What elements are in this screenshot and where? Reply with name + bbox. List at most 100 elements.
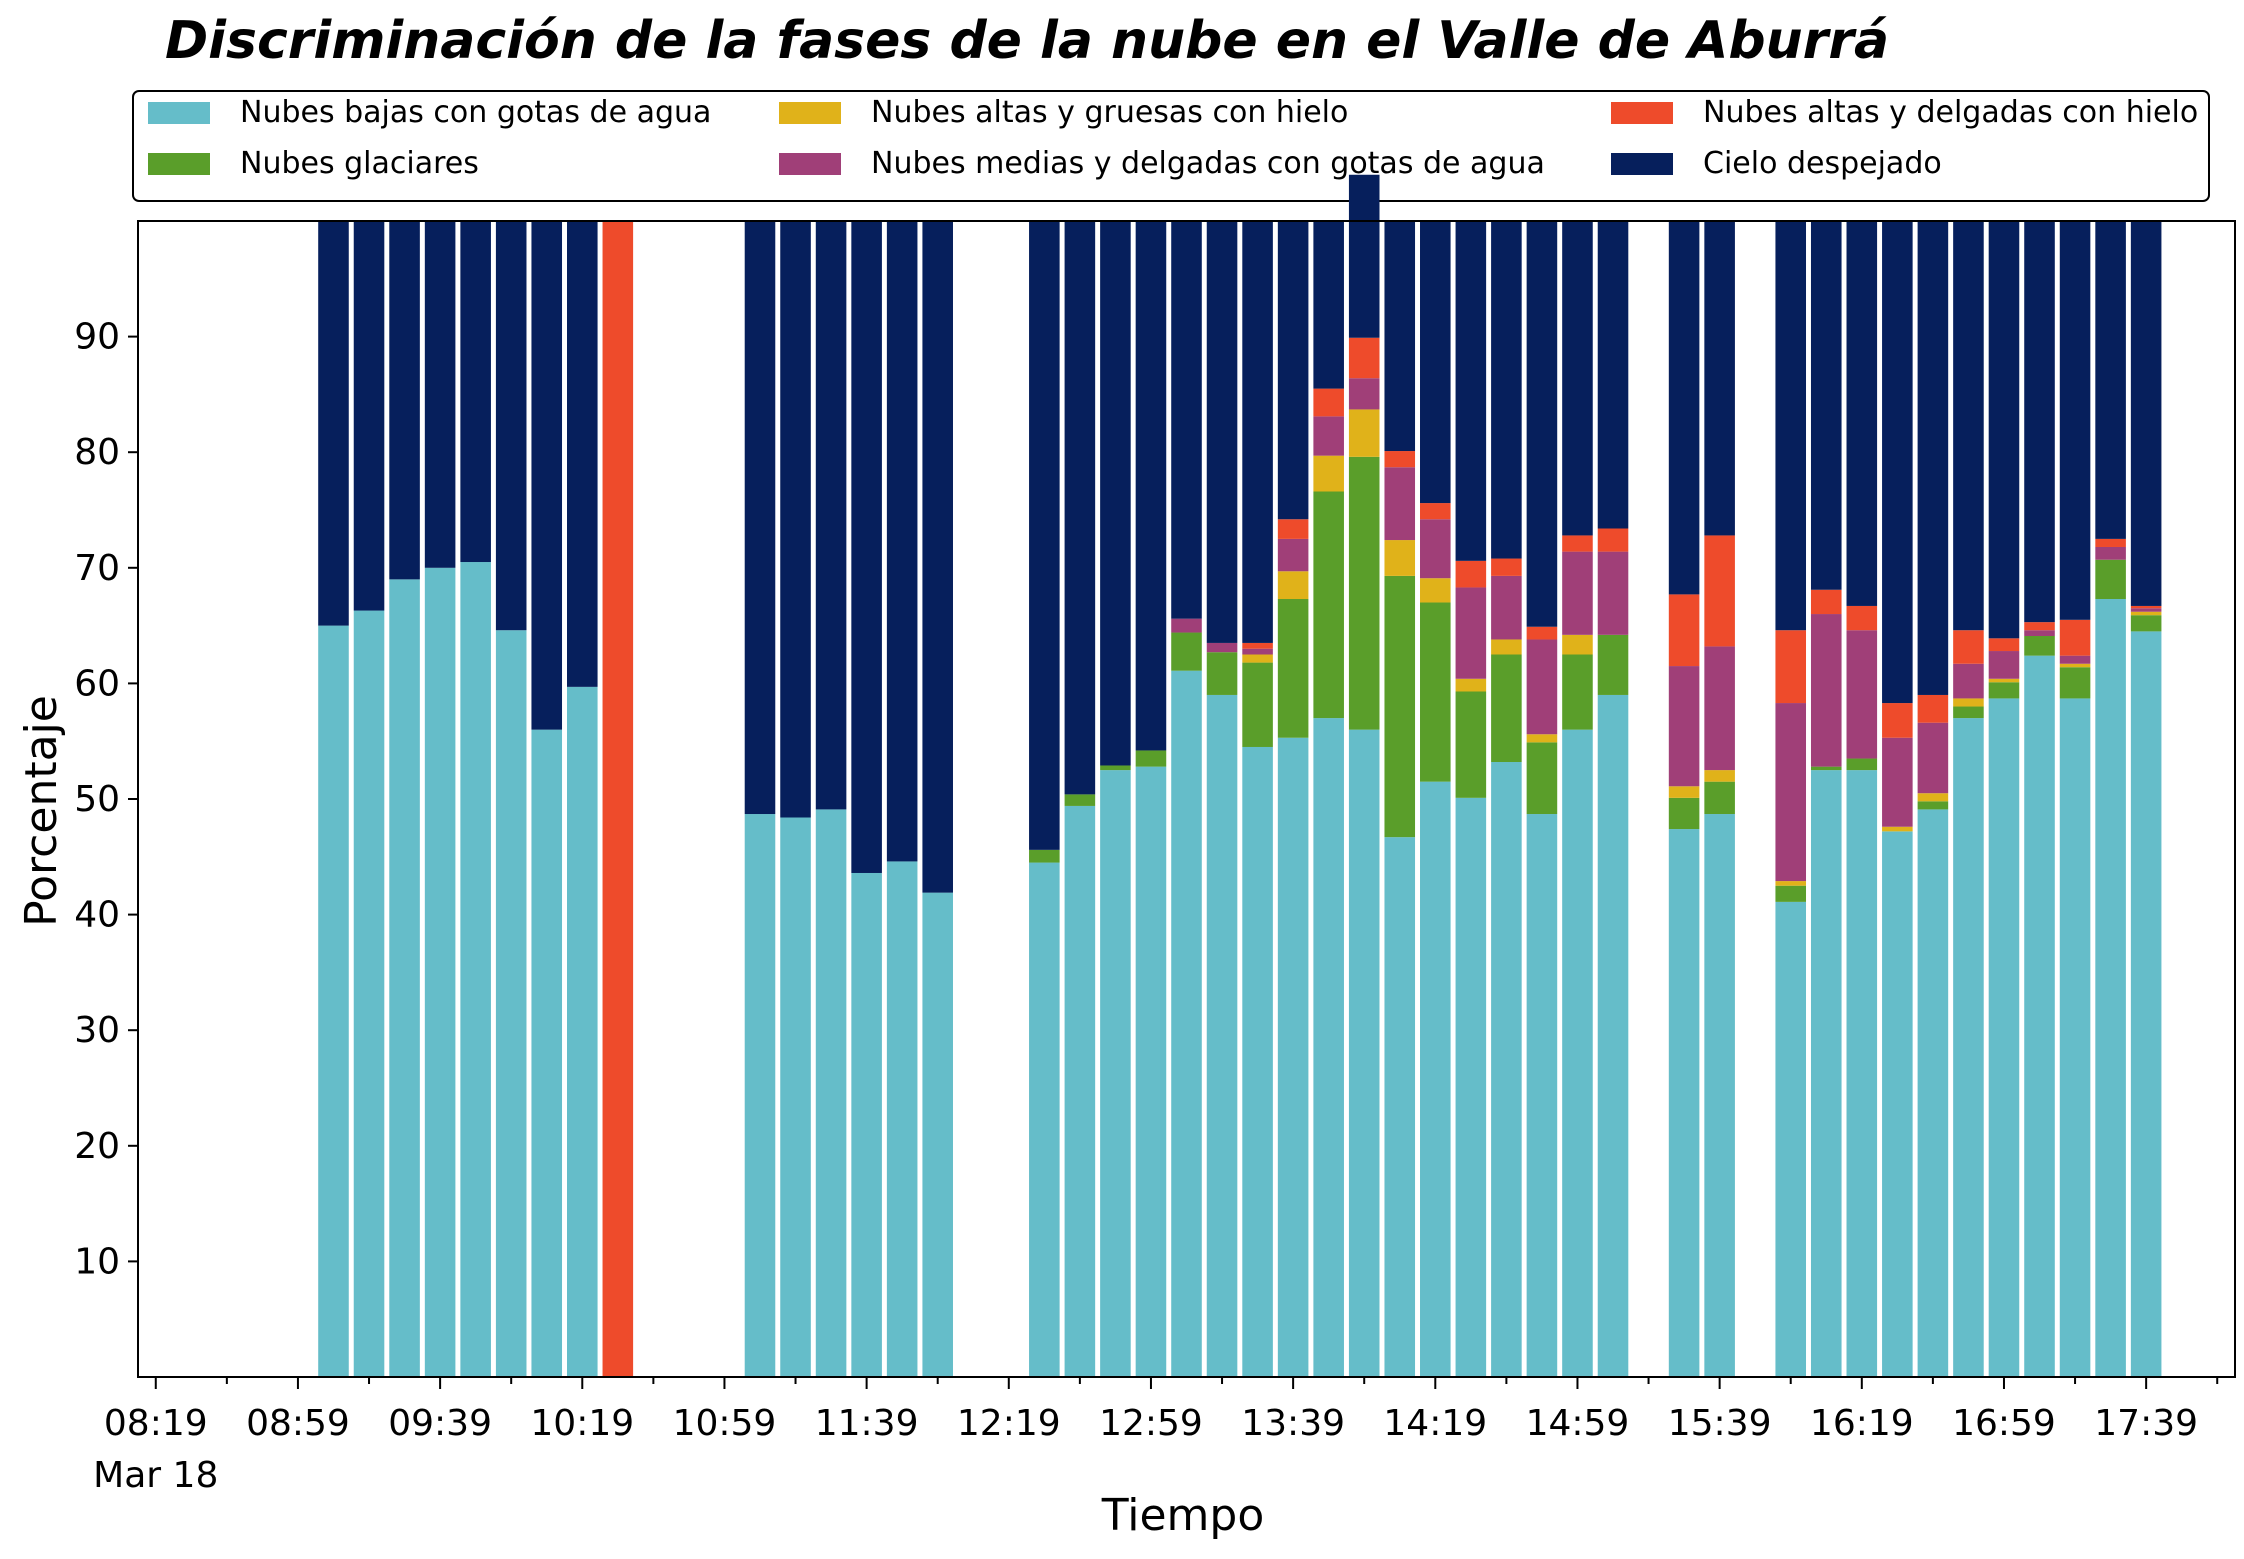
- bar-segment: [1455, 587, 1487, 679]
- bar-segment: [1882, 737, 1913, 827]
- legend-label: Nubes bajas con gotas de agua: [240, 95, 711, 130]
- bar-segment: [1242, 654, 1273, 663]
- bar-segment: [1526, 742, 1558, 815]
- bar-segment: [1171, 221, 1202, 619]
- bar-segment: [1455, 221, 1487, 561]
- bar-segment: [2059, 663, 2091, 668]
- bar-segment: [1491, 654, 1522, 763]
- bar-segment: [2130, 615, 2162, 632]
- legend: Nubes bajas con gotas de agua Nubes glaci…: [132, 90, 2210, 202]
- bar-segment: [2024, 630, 2055, 636]
- bar-segment: [1846, 605, 1878, 631]
- legend-swatch: [779, 153, 841, 175]
- bar-segment: [1704, 781, 1735, 815]
- bar-segment: [1704, 646, 1735, 771]
- x-tick-label: 13:39: [1241, 1403, 1345, 1444]
- bar-segment: [2130, 631, 2162, 1377]
- bar-segment: [1668, 666, 1700, 787]
- bar-segment: [1206, 221, 1238, 643]
- bar-segment: [1953, 221, 1984, 631]
- bar-segment: [744, 221, 776, 815]
- bar-segment: [1882, 703, 1913, 738]
- bar-segment: [1526, 221, 1558, 627]
- bar-segment: [1953, 663, 1984, 699]
- bar-segment: [1668, 221, 1700, 595]
- legend-swatch: [779, 102, 841, 124]
- bar-segment: [1420, 602, 1451, 782]
- bar-segment: [1526, 734, 1558, 743]
- legend-label: Nubes altas y gruesas con hielo: [871, 95, 1348, 130]
- bar-segment: [531, 729, 563, 1377]
- bar-segment: [1384, 540, 1416, 576]
- bar-segment: [1846, 758, 1878, 771]
- x-tick-label: 16:59: [1952, 1403, 2056, 1444]
- bar-segment: [1277, 737, 1309, 1377]
- legend-label: Nubes medias y delgadas con gotas de agu…: [871, 146, 1545, 181]
- bar-segment: [353, 610, 385, 1377]
- bar-segment: [2095, 221, 2126, 539]
- bar-segment: [1882, 221, 1913, 704]
- bar-segment: [2059, 655, 2091, 664]
- bar-segment: [602, 221, 634, 1377]
- bar-segment: [389, 221, 420, 580]
- y-tick-label: 30: [74, 1010, 120, 1051]
- bar-segment: [1846, 630, 1878, 759]
- bar-segment: [1277, 599, 1309, 738]
- bar-segment: [1420, 578, 1451, 603]
- bar-segment: [2024, 636, 2055, 656]
- y-tick-label: 40: [74, 895, 120, 936]
- bar-segment: [389, 579, 420, 1377]
- bar-segment: [1171, 632, 1202, 671]
- bar-segment: [1348, 378, 1380, 410]
- bar-segment: [1313, 718, 1344, 1377]
- legend-label: Cielo despejado: [1703, 146, 1942, 181]
- legend-swatch: [148, 153, 210, 175]
- bar-segment: [1455, 797, 1487, 1377]
- bar-segment: [780, 221, 811, 818]
- bar-segment: [1953, 630, 1984, 664]
- bar-segment: [1775, 221, 1807, 631]
- bar-segment: [1277, 571, 1309, 600]
- y-tick-label: 50: [74, 779, 120, 820]
- bar-segment: [318, 221, 349, 626]
- bar-segment: [531, 221, 563, 730]
- bar-segment: [1029, 862, 1060, 1377]
- bar-segment: [886, 221, 918, 862]
- bar-segment: [1846, 221, 1878, 606]
- bar-segment: [1953, 718, 1984, 1377]
- x-tick-label: 09:39: [388, 1403, 492, 1444]
- bar-segment: [1242, 642, 1273, 649]
- bar-segment: [1988, 698, 2020, 1377]
- bar-segment: [1491, 762, 1522, 1377]
- x-tick-label: 08:59: [246, 1403, 350, 1444]
- bar-segment: [1704, 535, 1735, 647]
- bar-segment: [922, 892, 953, 1377]
- bar-segment: [1313, 416, 1344, 456]
- bar-segment: [1348, 174, 1380, 338]
- legend-label: Nubes glaciares: [240, 146, 479, 181]
- x-tick-label: 12:59: [1099, 1403, 1203, 1444]
- bar-segment: [1917, 694, 1949, 723]
- bar-segment: [1348, 337, 1380, 379]
- bar-segment: [1775, 885, 1807, 902]
- bar-segment: [1988, 682, 2020, 699]
- bar-segment: [1491, 221, 1522, 559]
- bar-segment: [1384, 837, 1416, 1377]
- bar-segment: [2130, 608, 2162, 612]
- bar-segment: [495, 630, 527, 1377]
- bar-segment: [2059, 667, 2091, 699]
- bar-segment: [1384, 221, 1416, 452]
- bar-segment: [1597, 221, 1629, 529]
- bar-segment: [1775, 630, 1807, 704]
- bar-segment: [815, 221, 847, 810]
- bar-segment: [495, 221, 527, 631]
- bar-segment: [1491, 575, 1522, 640]
- bar-segment: [1668, 829, 1700, 1377]
- bar-segment: [1668, 786, 1700, 798]
- bar-segment: [1206, 694, 1238, 1377]
- bar-segment: [1206, 652, 1238, 695]
- bar-segment: [1562, 535, 1593, 552]
- bar-segment: [424, 567, 456, 1377]
- bar-segment: [851, 872, 882, 1377]
